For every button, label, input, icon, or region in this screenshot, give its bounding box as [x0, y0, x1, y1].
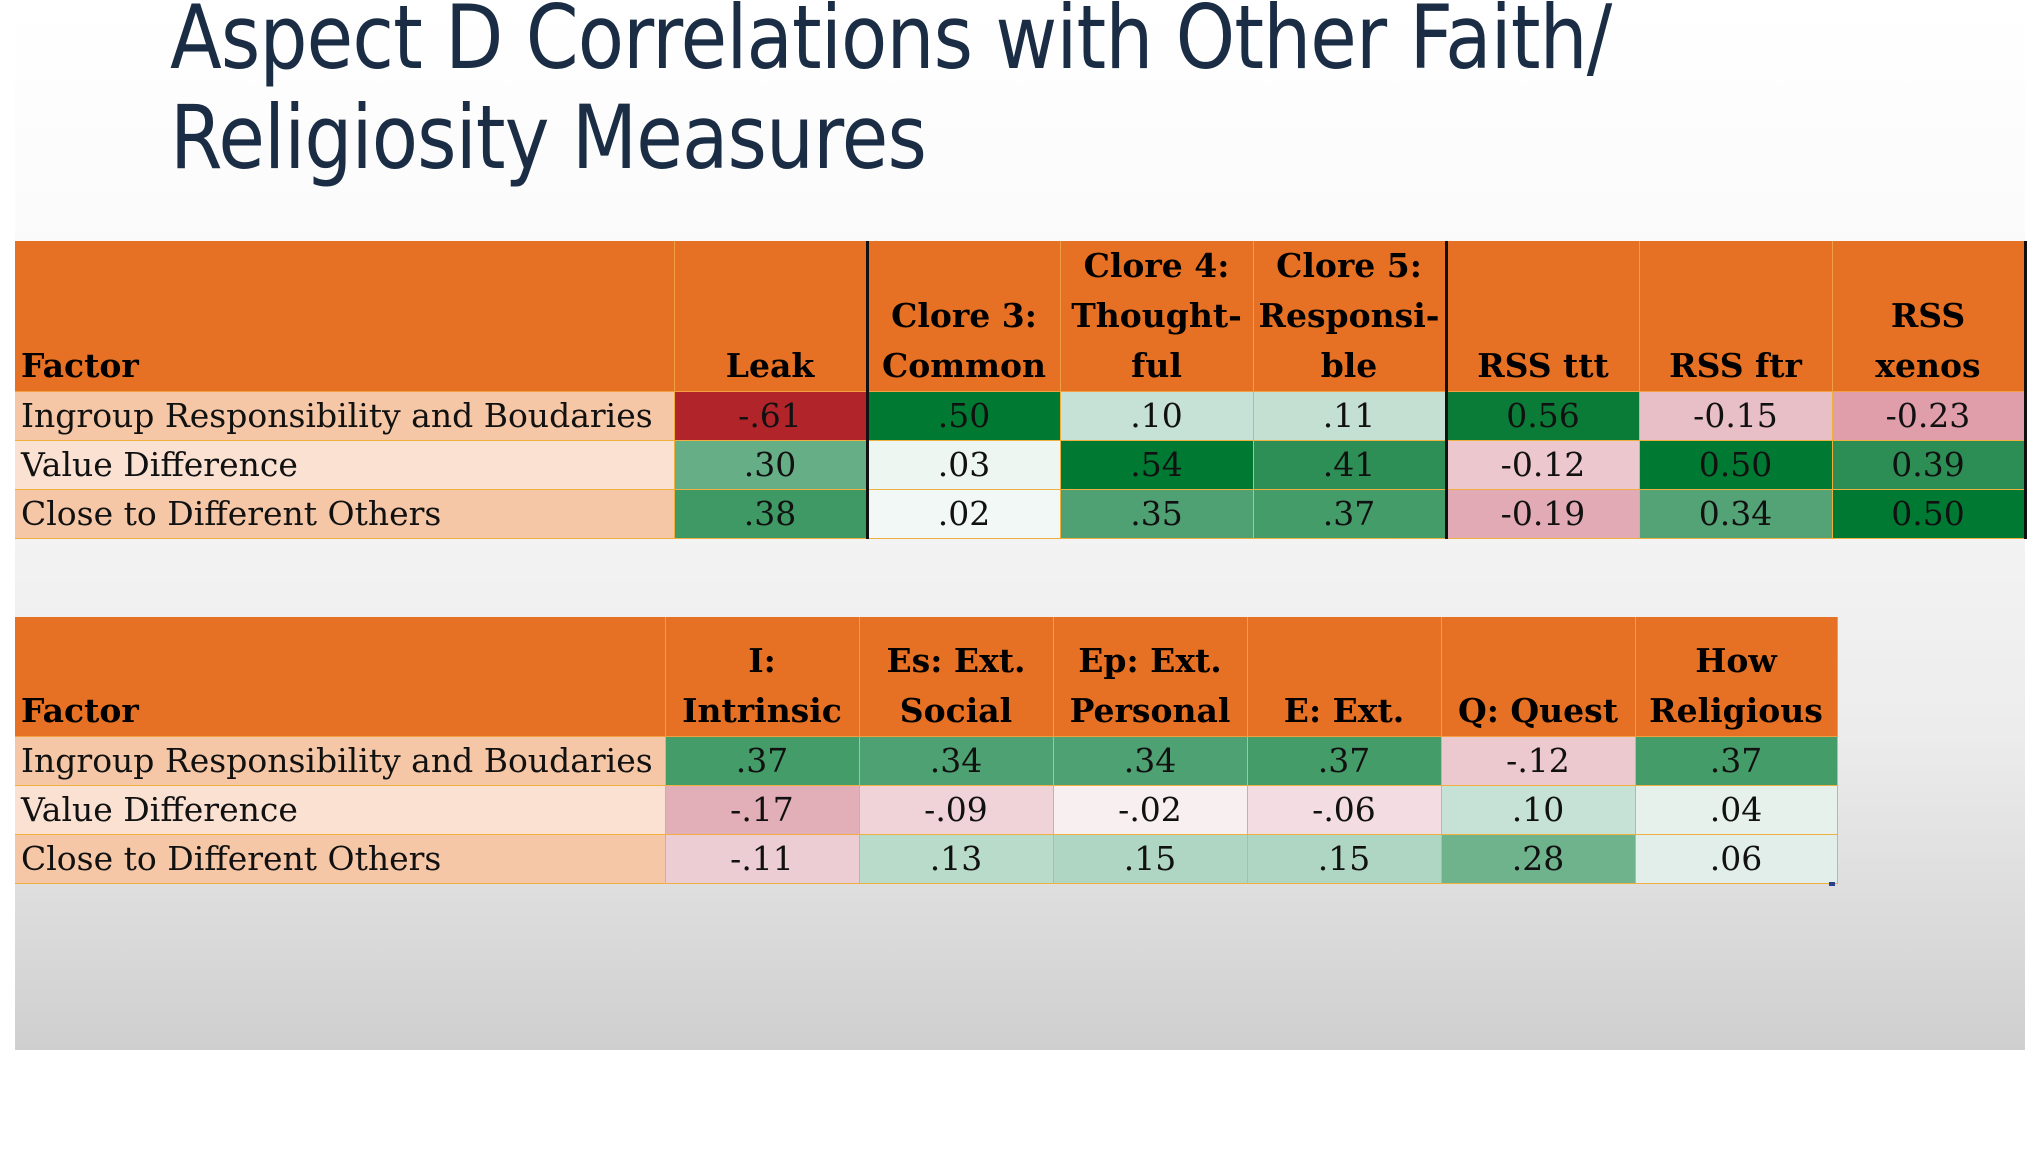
cell-rss-xenos: -0.23 — [1832, 391, 2027, 441]
cell-ext-personal: .15 — [1053, 834, 1248, 884]
cell-quest: .10 — [1441, 785, 1636, 835]
col-header-rss-ftr: RSS ftr — [1639, 241, 1833, 392]
table-row: Value Difference -.17 -.09 -.02 -.06 .10… — [15, 785, 1838, 835]
col-header-ext: E: Ext. — [1247, 617, 1442, 737]
col-header-clore3: Clore 3: Common — [865, 241, 1061, 392]
cell-rss-xenos: 0.50 — [1832, 489, 2027, 539]
row-label: Ingroup Responsibility and Boudaries — [15, 391, 675, 441]
cell-intrinsic: -.11 — [665, 834, 860, 884]
cell-how-religious: .04 — [1635, 785, 1838, 835]
cell-rss-ftr: 0.34 — [1639, 489, 1833, 539]
col-header-clore5: Clore 5: Responsi-ble — [1253, 241, 1447, 392]
cell-leak: .38 — [674, 489, 868, 539]
col-header-leak: Leak — [674, 241, 868, 392]
cell-ext: -.06 — [1247, 785, 1442, 835]
row-label: Close to Different Others — [15, 834, 666, 884]
cell-rss-ttt: -0.12 — [1444, 440, 1640, 490]
cell-clore3: .50 — [865, 391, 1061, 441]
cell-rss-ttt: -0.19 — [1444, 489, 1640, 539]
col-header-ext-social: Es: Ext. Social — [859, 617, 1054, 737]
cell-rss-ftr: 0.50 — [1639, 440, 1833, 490]
cell-rss-ttt: 0.56 — [1444, 391, 1640, 441]
row-label: Ingroup Responsibility and Boudaries — [15, 736, 666, 786]
correlation-table-clore-rss: Factor Leak Clore 3: Common Clore 4: Tho… — [15, 241, 2027, 539]
cell-ext: .37 — [1247, 736, 1442, 786]
cell-rss-xenos: 0.39 — [1832, 440, 2027, 490]
table-row: Ingroup Responsibility and Boudaries .37… — [15, 736, 1838, 786]
table-resize-handle[interactable] — [1829, 882, 1835, 886]
correlation-table-religious-orientation: Factor I: Intrinsic Es: Ext. Social Ep: … — [15, 617, 1838, 884]
cell-clore4: .10 — [1060, 391, 1254, 441]
cell-ext: .15 — [1247, 834, 1442, 884]
cell-leak: -.61 — [674, 391, 868, 441]
cell-clore5: .11 — [1253, 391, 1447, 441]
cell-clore4: .54 — [1060, 440, 1254, 490]
slide-title: Aspect D Correlations with Other Faith/ … — [170, 0, 1718, 188]
col-header-how-religious: How Religious — [1635, 617, 1838, 737]
cell-rss-ftr: -0.15 — [1639, 391, 1833, 441]
cell-leak: .30 — [674, 440, 868, 490]
col-header-rss-xenos: RSS xenos — [1832, 241, 2027, 392]
cell-clore5: .37 — [1253, 489, 1447, 539]
cell-intrinsic: .37 — [665, 736, 860, 786]
row-label: Value Difference — [15, 785, 666, 835]
cell-ext-personal: .34 — [1053, 736, 1248, 786]
title-line-2: Religiosity Measures — [170, 86, 927, 189]
cell-clore3: .03 — [865, 440, 1061, 490]
table-row: Close to Different Others -.11 .13 .15 .… — [15, 834, 1838, 884]
cell-ext-social: .34 — [859, 736, 1054, 786]
row-label: Value Difference — [15, 440, 675, 490]
cell-quest: -.12 — [1441, 736, 1636, 786]
col-header-factor: Factor — [15, 617, 666, 737]
cell-ext-social: .13 — [859, 834, 1054, 884]
table-row: Value Difference .30 .03 .54 .41 -0.12 0… — [15, 440, 2027, 490]
table-header-row: Factor I: Intrinsic Es: Ext. Social Ep: … — [15, 617, 1838, 737]
cell-quest: .28 — [1441, 834, 1636, 884]
col-header-quest: Q: Quest — [1441, 617, 1636, 737]
col-header-rss-ttt: RSS ttt — [1444, 241, 1640, 392]
cell-clore5: .41 — [1253, 440, 1447, 490]
row-label: Close to Different Others — [15, 489, 675, 539]
table-header-row: Factor Leak Clore 3: Common Clore 4: Tho… — [15, 241, 2027, 392]
cell-ext-social: -.09 — [859, 785, 1054, 835]
title-line-1: Aspect D Correlations with Other Faith/ — [170, 0, 1612, 89]
table-row: Close to Different Others .38 .02 .35 .3… — [15, 489, 2027, 539]
cell-how-religious: .06 — [1635, 834, 1838, 884]
cell-ext-personal: -.02 — [1053, 785, 1248, 835]
cell-intrinsic: -.17 — [665, 785, 860, 835]
col-header-ext-personal: Ep: Ext. Personal — [1053, 617, 1248, 737]
col-header-clore4: Clore 4: Thought-ful — [1060, 241, 1254, 392]
cell-clore3: .02 — [865, 489, 1061, 539]
cell-clore4: .35 — [1060, 489, 1254, 539]
table-row: Ingroup Responsibility and Boudaries -.6… — [15, 391, 2027, 441]
cell-how-religious: .37 — [1635, 736, 1838, 786]
col-header-factor: Factor — [15, 241, 675, 392]
col-header-intrinsic: I: Intrinsic — [665, 617, 860, 737]
